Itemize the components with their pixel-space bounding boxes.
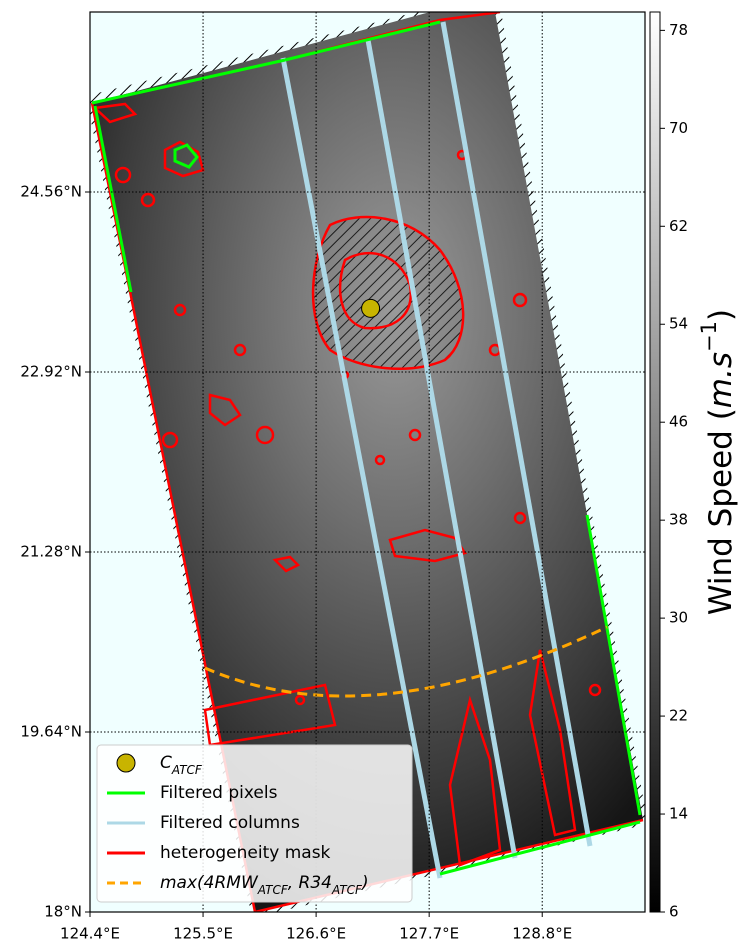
y-tick-label: 19.64°N — [20, 723, 82, 741]
legend-marker — [117, 754, 135, 772]
x-tick-label: 126.6°E — [286, 925, 346, 943]
colorbar-tick-label: 62 — [669, 217, 688, 235]
center-point — [362, 299, 380, 317]
legend-label-part: Filtered columns — [160, 813, 300, 833]
legend-label-part: (4RMW — [197, 873, 259, 893]
legend-label-part: , R34 — [288, 873, 332, 893]
legend-label-part: ) — [360, 873, 369, 893]
legend-label-part: max — [160, 873, 198, 893]
legend-label-part: ATCF — [331, 883, 363, 897]
legend-label: heterogeneity mask — [160, 843, 331, 863]
colorbar-tick-label: 6 — [669, 903, 679, 921]
colorbar-tick-label: 30 — [669, 609, 688, 627]
colorbar-label-part: ) — [703, 309, 739, 321]
legend-label-part: Filtered pixels — [160, 783, 278, 803]
y-tick-label: 24.56°N — [20, 183, 82, 201]
x-tick-label: 124.4°E — [60, 925, 120, 943]
colorbar-tick-label: 46 — [669, 413, 688, 431]
legend-label-part: ATCF — [171, 763, 203, 777]
x-tick-label: 128.8°E — [512, 925, 572, 943]
colorbar-label-part: m.s — [703, 352, 739, 408]
colorbar-tick-label: 14 — [669, 805, 688, 823]
colorbar — [650, 12, 660, 912]
legend-label: Filtered pixels — [160, 783, 278, 803]
colorbar-tick-label: 78 — [669, 21, 688, 39]
y-tick-label: 21.28°N — [20, 543, 82, 561]
legend-label-part: C — [160, 753, 172, 773]
x-tick-label: 125.5°E — [173, 925, 233, 943]
chart: Wind Speed (m.s−1) 124.4°E 125.5°E 126.6°E… — [0, 0, 742, 944]
legend-label-part: ATCF — [257, 883, 289, 897]
colorbar-tick-label: 70 — [669, 119, 688, 137]
colorbar-tick-label: 38 — [669, 511, 688, 529]
x-tick-label: 127.7°E — [399, 925, 459, 943]
colorbar-tick-label: 54 — [669, 315, 688, 333]
colorbar-tick-label: 22 — [669, 707, 688, 725]
y-tick-label: 18°N — [44, 903, 82, 921]
legend-label-part: heterogeneity mask — [160, 843, 331, 863]
colorbar-label: Wind Speed (m.s−1) — [697, 309, 739, 615]
colorbar-label-part: Wind Speed ( — [703, 408, 739, 615]
legend-label: Filtered columns — [160, 813, 300, 833]
y-tick-label: 22.92°N — [20, 363, 82, 381]
colorbar-label-part: −1 — [697, 321, 721, 352]
